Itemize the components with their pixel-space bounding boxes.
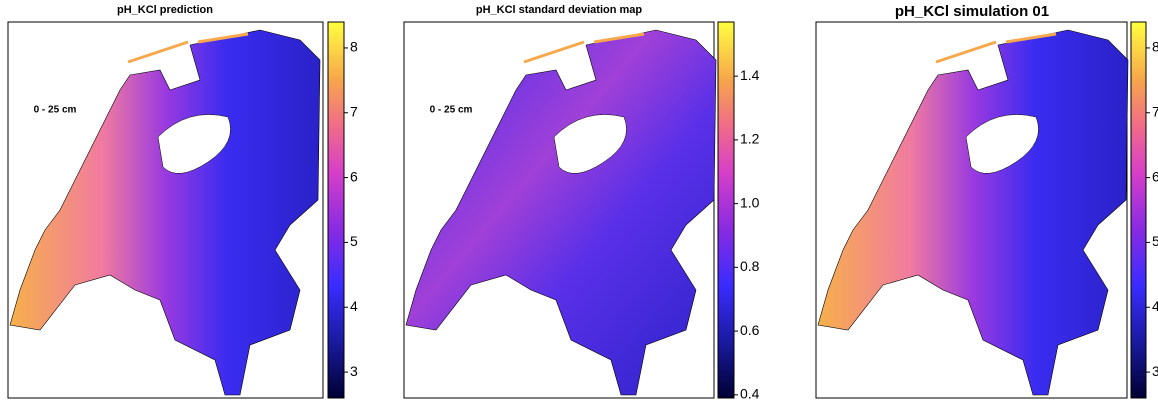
colorbar-tick-label: 4 <box>350 298 358 314</box>
colorbar-tick-label: 7 <box>1152 103 1158 119</box>
colorbar-tick-label: 1.0 <box>740 194 760 210</box>
colorbar-tick-label: 5 <box>350 233 358 249</box>
colorbar <box>1131 22 1146 398</box>
panel-title: pH_KCl prediction <box>117 4 213 16</box>
colorbar-tick-label: 6 <box>350 168 358 184</box>
colorbar-tick-label: 4 <box>1152 298 1158 314</box>
colorbar <box>328 22 344 398</box>
colorbar-tick-label: 8 <box>350 39 358 55</box>
colorbar-tick-label: 5 <box>1152 233 1158 249</box>
colorbar-tick-label: 3 <box>1152 363 1158 379</box>
colorbar-tick-label: 8 <box>1152 39 1158 55</box>
panel-title: pH_KCl simulation 01 <box>895 3 1049 20</box>
colorbar <box>718 22 734 398</box>
colorbar-tick-label: 3 <box>350 363 358 379</box>
colorbar-tick-label: 1.4 <box>740 67 760 83</box>
colorbar-tick-label: 0.4 <box>740 386 760 401</box>
figure: pH_KCl prediction 0 - 25 cm 3 4 5 6 7 8 pH_KCl s… <box>0 0 1158 401</box>
depth-label: 0 - 25 cm <box>430 105 473 116</box>
colorbar-tick-label: 1.2 <box>740 131 760 147</box>
colorbar-tick-label: 0.8 <box>740 258 760 274</box>
colorbar-tick-label: 0.6 <box>740 322 760 338</box>
panel-title: pH_KCl standard deviation map <box>476 4 643 16</box>
depth-label: 0 - 25 cm <box>34 105 77 116</box>
colorbar-tick-label: 6 <box>1152 168 1158 184</box>
colorbar-tick-label: 7 <box>350 103 358 119</box>
